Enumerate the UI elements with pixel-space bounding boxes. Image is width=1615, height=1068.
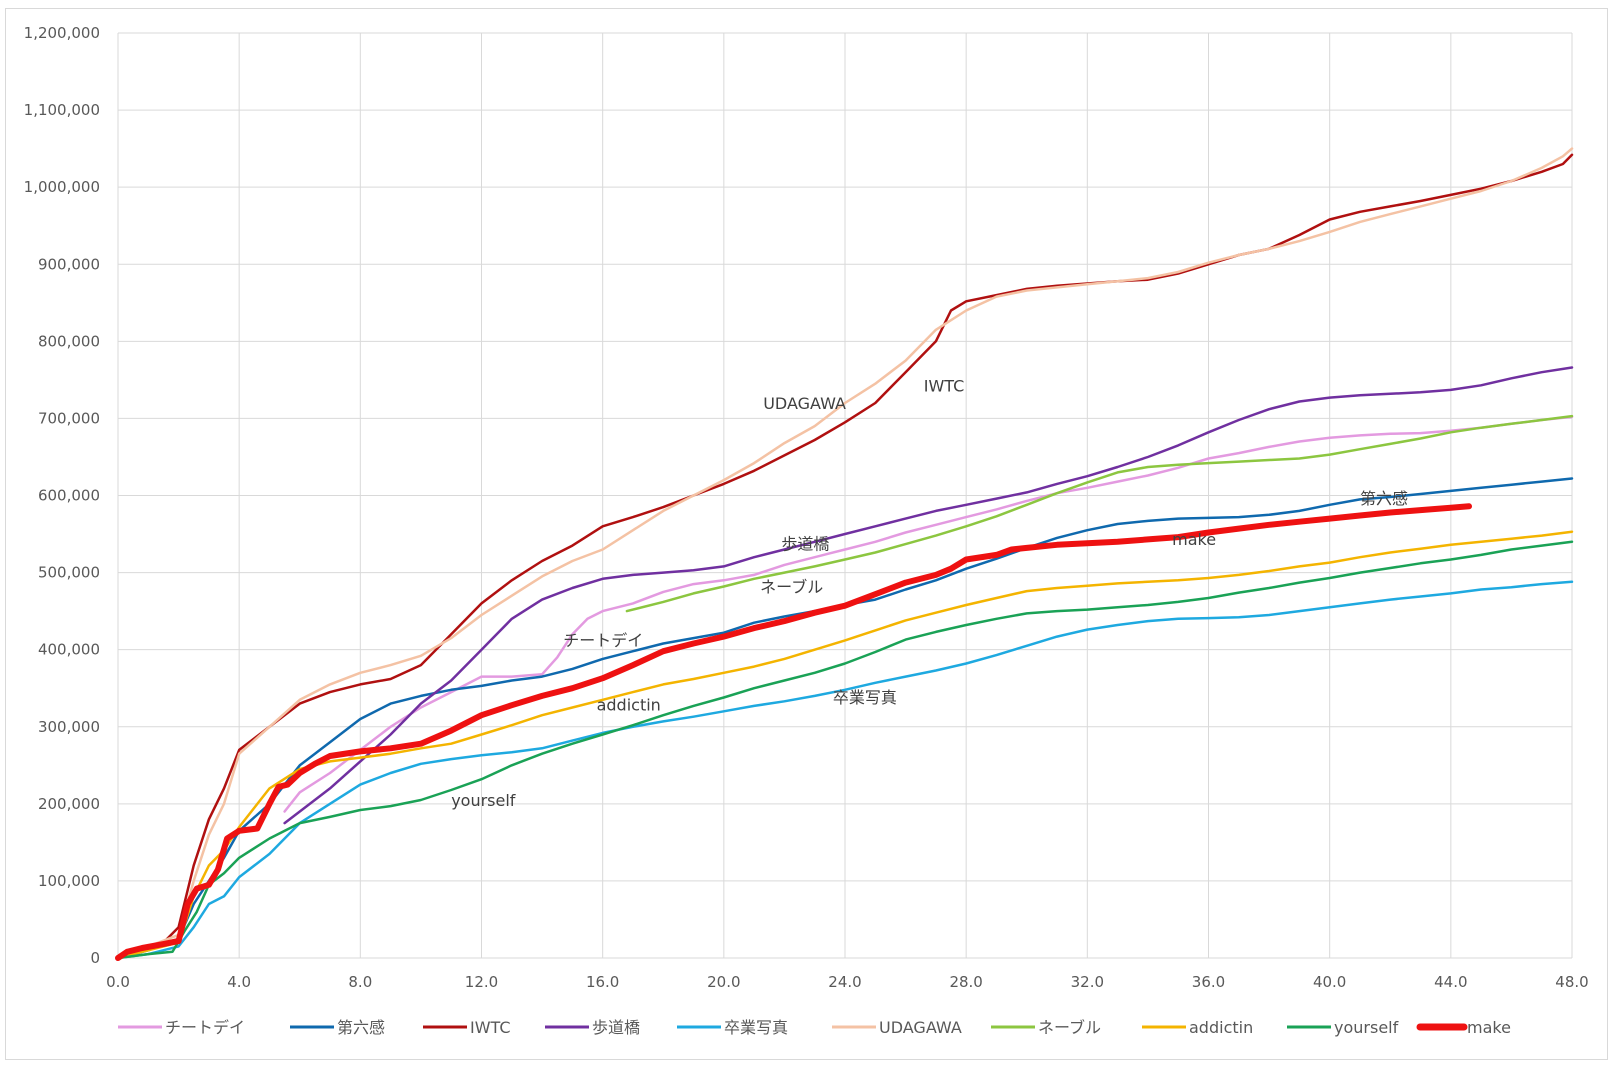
x-tick-label: 40.0	[1313, 973, 1346, 991]
y-tick-label: 1,100,000	[24, 101, 100, 119]
legend: チートデイ 第六感 IWTC 歩道橋 卒業写真 UDAGAWA ネーブル addictin yo…	[118, 1018, 1511, 1037]
x-tick-label: 48.0	[1555, 973, 1588, 991]
series-annotation: make	[1172, 530, 1216, 549]
y-tick-label: 700,000	[38, 409, 100, 427]
legend-label: UDAGAWA	[879, 1018, 962, 1037]
y-tick-label: 200,000	[38, 795, 100, 813]
series-line-2	[116, 153, 1574, 960]
x-tick-label: 16.0	[586, 973, 619, 991]
series-annotation: 卒業写真	[833, 688, 897, 707]
legend-label: ネーブル	[1038, 1018, 1101, 1037]
x-tick-label: 0.0	[106, 973, 130, 991]
legend-label: make	[1467, 1018, 1511, 1037]
series-annotation: UDAGAWA	[763, 394, 846, 413]
legend-label: 歩道橋	[592, 1018, 640, 1037]
legend-label: addictin	[1189, 1018, 1253, 1037]
series-annotation: addictin	[597, 696, 661, 715]
y-tick-label: 100,000	[38, 872, 100, 890]
y-tick-label: 300,000	[38, 718, 100, 736]
x-tick-label: 28.0	[949, 973, 982, 991]
series-line-9	[115, 503, 1472, 961]
y-tick-label: 600,000	[38, 487, 100, 505]
series-line-6	[625, 414, 1574, 613]
series-line-4	[116, 580, 1574, 960]
x-tick-label: 20.0	[707, 973, 740, 991]
series-annotation: yourself	[451, 791, 516, 810]
legend-label: チートデイ	[165, 1018, 245, 1037]
x-tick-label: 24.0	[828, 973, 861, 991]
gridlines	[117, 32, 1573, 959]
series-line-5	[116, 147, 1574, 960]
y-tick-label: 800,000	[38, 332, 100, 350]
series-line-8	[116, 540, 1574, 960]
series-annotation: 第六感	[1360, 489, 1408, 508]
legend-label: 卒業写真	[724, 1018, 788, 1037]
series-line-0	[283, 415, 1574, 813]
x-tick-label: 4.0	[227, 973, 251, 991]
series-line-3	[283, 366, 1574, 825]
x-tick-label: 36.0	[1192, 973, 1225, 991]
y-tick-label: 0	[90, 949, 100, 967]
series-annotation: チートデイ	[563, 631, 643, 650]
y-tick-label: 900,000	[38, 255, 100, 273]
legend-label: yourself	[1334, 1018, 1399, 1037]
series-annotation: 歩道橋	[781, 534, 829, 553]
x-tick-label: 12.0	[465, 973, 498, 991]
chart-frame	[5, 8, 1608, 1060]
x-tick-label: 44.0	[1434, 973, 1467, 991]
y-tick-label: 400,000	[38, 641, 100, 659]
series-annotation: IWTC	[924, 376, 965, 395]
y-tick-label: 1,200,000	[24, 24, 100, 42]
series-annotation: ネーブル	[760, 578, 823, 597]
x-tick-label: 32.0	[1071, 973, 1104, 991]
legend-label: IWTC	[470, 1018, 511, 1037]
series-lines	[115, 147, 1574, 961]
y-tick-label: 1,000,000	[24, 178, 100, 196]
axes: 0.0 4.0 8.0 12.0 16.0 20.0 24.0 28.0 32.0 36.0 40.…	[24, 24, 1589, 991]
x-tick-label: 8.0	[348, 973, 372, 991]
y-tick-label: 500,000	[38, 564, 100, 582]
legend-label: 第六感	[337, 1018, 385, 1037]
